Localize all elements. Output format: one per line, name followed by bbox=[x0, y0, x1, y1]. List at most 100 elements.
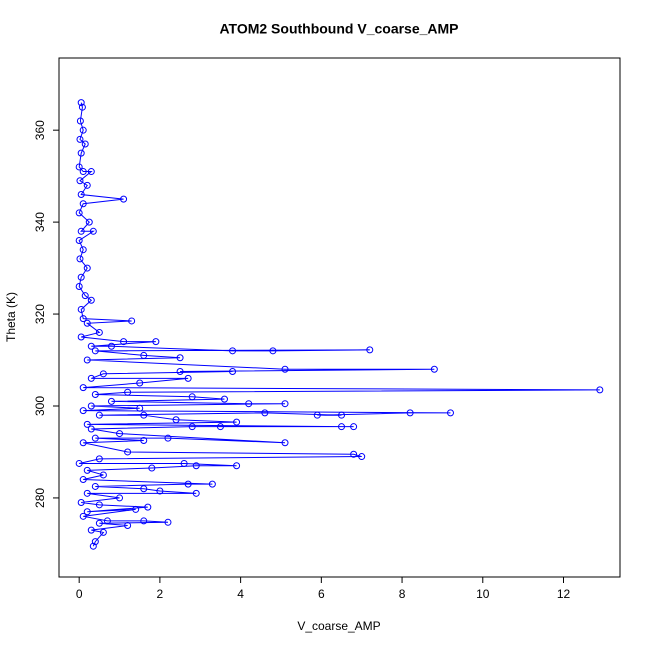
data-point bbox=[148, 464, 156, 472]
data-point bbox=[91, 347, 99, 355]
data-point bbox=[76, 177, 84, 185]
data-point bbox=[281, 400, 289, 408]
data-point bbox=[116, 430, 124, 438]
data-point bbox=[83, 508, 91, 516]
data-point bbox=[83, 264, 91, 272]
x-tick-label: 2 bbox=[157, 587, 164, 601]
data-point bbox=[99, 370, 107, 378]
x-tick-label: 0 bbox=[76, 587, 83, 601]
data-point bbox=[116, 494, 124, 502]
chart-title: ATOM2 Southbound V_coarse_AMP bbox=[219, 21, 458, 37]
data-point bbox=[192, 462, 200, 470]
y-tick-label: 300 bbox=[33, 396, 47, 416]
data-point bbox=[75, 237, 83, 245]
data-point bbox=[95, 501, 103, 509]
data-point bbox=[83, 356, 91, 364]
data-point bbox=[313, 411, 321, 419]
data-point bbox=[107, 397, 115, 405]
data-point bbox=[140, 411, 148, 419]
data-point bbox=[77, 149, 85, 157]
data-point bbox=[103, 517, 111, 525]
data-point bbox=[95, 328, 103, 336]
data-point bbox=[124, 448, 132, 456]
data-point bbox=[446, 409, 454, 417]
data-point bbox=[77, 499, 85, 507]
data-point bbox=[176, 354, 184, 362]
data-point bbox=[144, 503, 152, 511]
data-point bbox=[76, 117, 84, 125]
data-point bbox=[208, 480, 216, 488]
data-point bbox=[75, 282, 83, 290]
data-point bbox=[164, 434, 172, 442]
data-point bbox=[91, 538, 99, 546]
data-point bbox=[83, 420, 91, 428]
data-line bbox=[78, 102, 600, 547]
data-point bbox=[245, 400, 253, 408]
data-point bbox=[136, 379, 144, 387]
data-point bbox=[95, 455, 103, 463]
x-tick-label: 12 bbox=[557, 587, 571, 601]
data-point bbox=[107, 342, 115, 350]
x-axis-label: V_coarse_AMP bbox=[297, 619, 380, 633]
data-point bbox=[77, 191, 85, 199]
x-tick-label: 10 bbox=[476, 587, 490, 601]
data-point bbox=[188, 423, 196, 431]
data-point bbox=[75, 209, 83, 217]
data-point bbox=[596, 386, 604, 394]
y-tick-label: 340 bbox=[33, 212, 47, 232]
data-point bbox=[95, 519, 103, 527]
data-point bbox=[184, 374, 192, 382]
data-point bbox=[281, 439, 289, 447]
plot-frame bbox=[58, 57, 621, 578]
data-point bbox=[281, 365, 289, 373]
data-point bbox=[77, 99, 85, 107]
data-point bbox=[338, 423, 346, 431]
y-axis-label: Theta (K) bbox=[4, 292, 18, 342]
data-point bbox=[180, 459, 188, 467]
data-point bbox=[83, 489, 91, 497]
data-point bbox=[79, 439, 87, 447]
data-point bbox=[75, 459, 83, 467]
data-point bbox=[140, 436, 148, 444]
y-tick-label: 320 bbox=[33, 304, 47, 324]
data-point bbox=[140, 485, 148, 493]
data-point bbox=[81, 140, 89, 148]
data-point bbox=[75, 163, 83, 171]
data-point bbox=[79, 476, 87, 484]
data-point bbox=[76, 135, 84, 143]
data-point bbox=[132, 505, 140, 513]
x-tick-label: 6 bbox=[318, 587, 325, 601]
data-point bbox=[350, 450, 358, 458]
data-point bbox=[172, 416, 180, 424]
data-point bbox=[77, 333, 85, 341]
data-point bbox=[128, 317, 136, 325]
data-point bbox=[79, 126, 87, 134]
data-point bbox=[164, 518, 172, 526]
data-point bbox=[99, 528, 107, 536]
data-point bbox=[79, 315, 87, 323]
data-point bbox=[176, 368, 184, 376]
data-point bbox=[269, 347, 277, 355]
data-point bbox=[261, 409, 269, 417]
data-point bbox=[120, 338, 128, 346]
y-tick-label: 360 bbox=[33, 120, 47, 140]
data-point bbox=[76, 255, 84, 263]
data-point bbox=[83, 466, 91, 474]
data-point bbox=[220, 395, 228, 403]
data-point bbox=[140, 351, 148, 359]
data-point bbox=[85, 218, 93, 226]
x-tick-label: 8 bbox=[399, 587, 406, 601]
data-point bbox=[87, 402, 95, 410]
data-point bbox=[77, 227, 85, 235]
data-point bbox=[229, 368, 237, 376]
data-point bbox=[120, 195, 128, 203]
data-point bbox=[430, 365, 438, 373]
data-point bbox=[87, 526, 95, 534]
data-point bbox=[79, 200, 87, 208]
data-point bbox=[87, 425, 95, 433]
data-point bbox=[338, 411, 346, 419]
data-point bbox=[124, 388, 132, 396]
data-point bbox=[233, 462, 241, 470]
